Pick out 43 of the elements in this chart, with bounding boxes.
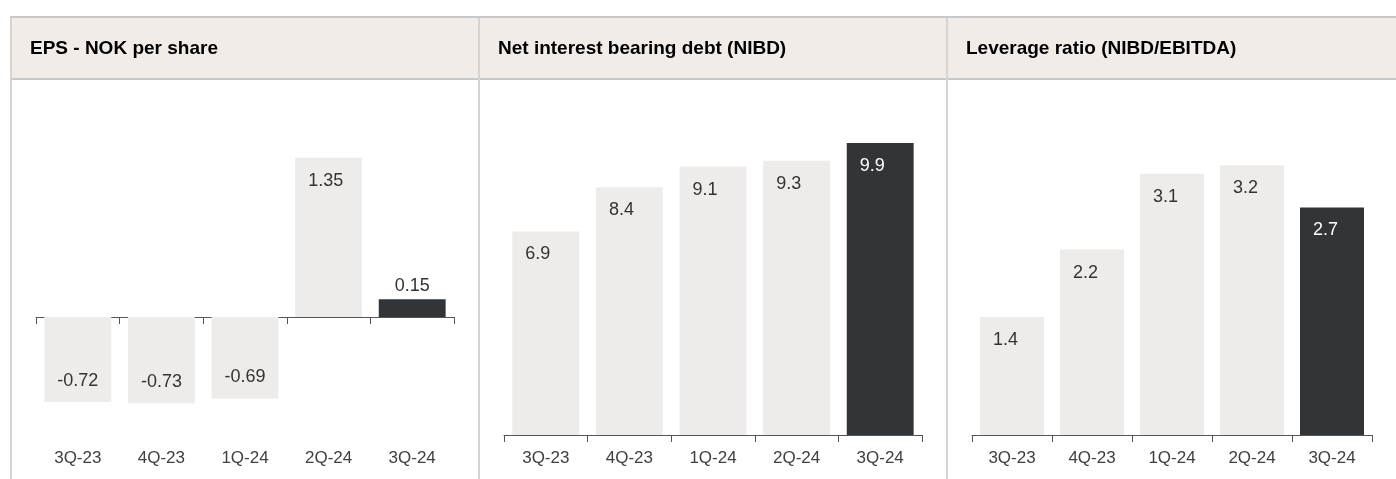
data-label: -0.72 [57, 369, 99, 390]
data-label: 2.2 [1073, 261, 1099, 282]
chart-title: Leverage ratio (NIBD/EBITDA) [948, 18, 1396, 80]
x-tick-label: 4Q-23 [137, 448, 186, 467]
bar [1220, 165, 1284, 435]
x-tick-label: 1Q-24 [221, 448, 269, 467]
bar [595, 187, 663, 435]
data-label: 2.7 [1313, 219, 1339, 240]
chart-title: Net interest bearing debt (NIBD) [480, 18, 946, 80]
x-tick-label: 2Q-24 [304, 448, 353, 467]
data-label: 1.4 [993, 329, 1019, 349]
x-tick-label: 1Q-24 [1148, 448, 1196, 467]
x-tick-label: 3Q-24 [856, 448, 904, 467]
data-label: 8.4 [608, 199, 634, 220]
data-label: 6.9 [525, 243, 551, 264]
x-tick-label: 3Q-23 [988, 448, 1036, 467]
data-label: 3.2 [1233, 177, 1259, 198]
data-label: 1.35 [308, 169, 344, 190]
bar [679, 166, 747, 435]
bar [980, 317, 1044, 435]
x-tick-label: 3Q-24 [1308, 448, 1356, 467]
data-label: -0.73 [140, 371, 182, 392]
x-tick-label: 4Q-23 [1068, 448, 1116, 467]
x-tick-label: 2Q-24 [772, 448, 821, 467]
data-label: 9.1 [692, 178, 718, 199]
x-tick-label: 2Q-24 [1228, 448, 1276, 467]
data-label: 9.3 [776, 172, 802, 193]
x-tick-label: 1Q-24 [689, 448, 737, 467]
x-tick-label: 3Q-23 [522, 448, 570, 467]
chart-title: EPS - NOK per share [12, 18, 478, 80]
bar [1060, 249, 1124, 435]
x-tick-label: 3Q-24 [388, 448, 436, 467]
bar [763, 160, 831, 435]
data-label: 3.1 [1153, 185, 1179, 206]
bar [1140, 173, 1204, 435]
x-tick-label: 4Q-23 [605, 448, 654, 467]
bar [1300, 207, 1364, 435]
bar [846, 142, 914, 435]
data-label: -0.69 [224, 366, 266, 387]
bar [512, 231, 580, 435]
x-tick-label: 3Q-23 [54, 448, 102, 467]
data-label: 9.9 [859, 154, 885, 175]
data-label: 0.15 [394, 275, 430, 296]
